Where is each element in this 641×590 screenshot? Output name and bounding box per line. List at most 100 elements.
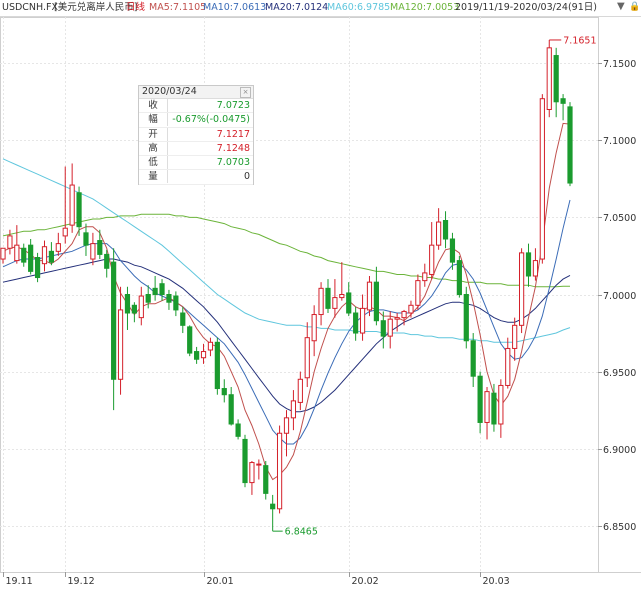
candle-up xyxy=(283,417,290,434)
tooltip-key: 高 xyxy=(139,141,168,155)
candle-up xyxy=(394,317,400,320)
candle-down xyxy=(104,253,110,269)
candle-up xyxy=(249,462,255,484)
candle-down xyxy=(152,287,158,296)
tooltip-row: 开 7.1217 xyxy=(139,127,253,142)
candle-up xyxy=(408,304,414,314)
candle-up xyxy=(207,341,214,351)
tooltip-value: 0 xyxy=(243,171,250,183)
candle-up xyxy=(498,384,504,425)
candle-up xyxy=(7,235,13,249)
candle-down xyxy=(560,98,566,104)
candle-down xyxy=(491,392,497,425)
candle-down xyxy=(28,244,34,272)
x-tick-label: 20.01 xyxy=(207,576,234,587)
ma120-line xyxy=(2,213,570,288)
candle-down xyxy=(180,312,186,326)
candle-up xyxy=(290,400,297,419)
candle-up xyxy=(276,432,283,510)
candle-up xyxy=(41,246,48,265)
tooltip-value: -0.67%(-0.0475) xyxy=(172,114,250,126)
candle-up xyxy=(539,98,545,260)
tooltip-row: 低 7.0703 xyxy=(139,156,253,171)
candle-up xyxy=(366,281,373,311)
x-tick-label: 19.12 xyxy=(68,576,95,587)
y-tick-label: 7.0500 xyxy=(603,213,636,224)
candle-down xyxy=(380,320,386,337)
y-tick-label: 6.8500 xyxy=(603,522,636,533)
symbol-label: USDCNH.FX xyxy=(2,2,59,13)
y-tick-label: 7.1000 xyxy=(603,136,636,147)
candle-up xyxy=(14,244,20,262)
tooltip-header: 2020/03/24 × xyxy=(139,86,253,99)
period-label: 日线 xyxy=(126,2,146,13)
close-icon[interactable]: × xyxy=(240,87,251,98)
candle-down xyxy=(83,232,89,246)
candle-up xyxy=(387,318,393,337)
candle-down xyxy=(228,394,234,425)
x-tick-label: 20.02 xyxy=(352,576,379,587)
tooltip-row: 高 7.1248 xyxy=(139,141,253,157)
candles xyxy=(0,39,573,532)
candle-up xyxy=(512,324,518,349)
candle-down xyxy=(145,294,151,303)
tooltip-key: 收 xyxy=(139,99,168,112)
y-tick-label: 7.1500 xyxy=(603,59,636,70)
candle-up xyxy=(0,247,6,260)
candle-up xyxy=(69,184,75,226)
candle-down xyxy=(449,238,456,263)
ma120-label: MA120:7.0053 xyxy=(390,2,460,13)
candle-down xyxy=(456,260,462,296)
x-tick-label: 20.03 xyxy=(483,576,510,587)
candle-down xyxy=(214,341,220,390)
max-label: 7.1651 xyxy=(563,35,596,46)
date-range-label: 2019/11/19-2020/03/24(91日) xyxy=(455,2,597,13)
candle-down xyxy=(21,247,27,263)
candle-up xyxy=(200,351,207,359)
dropdown-icon[interactable]: ▼ xyxy=(617,1,625,12)
candle-up xyxy=(304,337,310,379)
candle-up xyxy=(436,221,442,246)
candle-up xyxy=(332,297,338,309)
candle-down xyxy=(325,287,331,309)
candle-up xyxy=(505,347,511,386)
candle-up xyxy=(117,309,124,380)
ma5-line xyxy=(2,122,571,481)
candle-down xyxy=(553,55,559,103)
tooltip-value: 7.1217 xyxy=(216,128,250,140)
candle-up xyxy=(55,243,61,252)
candle-up xyxy=(339,294,345,299)
candle-down xyxy=(166,294,172,303)
instrument-name: [美元兑离岸人民币] xyxy=(54,2,138,13)
candle-down xyxy=(525,252,532,277)
tooltip-key: 低 xyxy=(139,156,168,170)
candle-up xyxy=(429,244,435,275)
candle-down xyxy=(235,423,241,437)
candle-down xyxy=(567,106,573,184)
chart-header: USDCNH.FX [美元兑离岸人民币] 日线 MA5:7.1105 MA10:… xyxy=(0,0,641,17)
candle-down xyxy=(131,304,137,314)
candle-down xyxy=(242,438,248,484)
candle-down xyxy=(463,294,469,342)
ma5-label: MA5:7.1105 xyxy=(149,2,207,13)
tooltip-value: 7.0703 xyxy=(216,157,250,169)
annotations: 7.1651 6.8465 xyxy=(272,35,597,538)
candle-up xyxy=(422,272,428,282)
tooltip-key: 开 xyxy=(139,127,168,141)
ohlc-tooltip: 2020/03/24 × 收 7.0723 幅 -0.67%(-0.0475) 开 7.1… xyxy=(138,85,254,185)
candle-up xyxy=(415,280,421,306)
candle-down xyxy=(124,294,131,314)
candle-down xyxy=(97,240,103,255)
lock-icon[interactable]: 🔒 xyxy=(629,2,641,12)
candle-up xyxy=(401,310,407,319)
tooltip-row: 收 7.0723 xyxy=(139,99,253,114)
candle-down xyxy=(270,503,276,510)
candle-up xyxy=(546,47,552,110)
candle-down xyxy=(173,295,179,311)
candle-down xyxy=(48,250,55,263)
y-tick-label: 6.9500 xyxy=(603,368,636,379)
candle-down xyxy=(477,375,483,423)
candle-up xyxy=(138,295,144,319)
candle-down xyxy=(470,340,476,377)
